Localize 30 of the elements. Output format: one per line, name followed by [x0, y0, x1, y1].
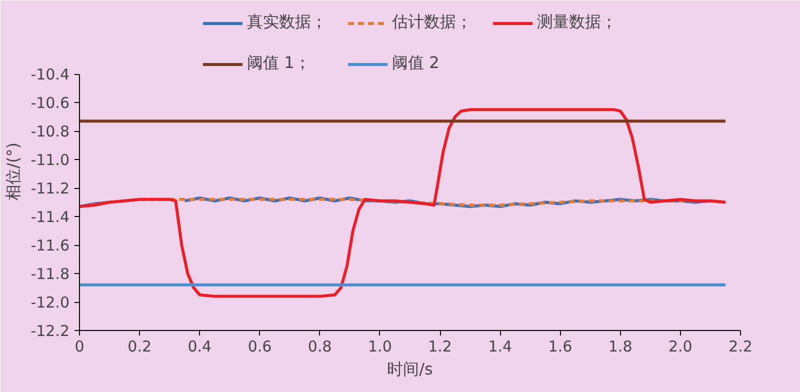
x-tick-label: 0.6: [248, 338, 272, 356]
y-tick-label: -12.2: [30, 322, 70, 340]
legend-label: 阈值 1；: [247, 53, 310, 74]
x-tick-label: 0.8: [308, 338, 332, 356]
y-tick-label: -12.0: [30, 294, 70, 312]
legend-label: 估计数据；: [392, 12, 472, 33]
x-tick-label: 1.8: [608, 338, 632, 356]
x-tick-label: 2.0: [668, 338, 692, 356]
x-tick-label: 1.2: [428, 338, 452, 356]
y-tick-label: -11.2: [30, 180, 70, 198]
x-axis-title: 时间/s: [387, 360, 433, 378]
x-tick-label: 1.6: [548, 338, 572, 356]
legend-label: 真实数据；: [247, 12, 327, 33]
y-axis-title: 相位/(°): [4, 142, 23, 200]
x-tick-label: 2.2: [728, 338, 752, 356]
y-tick-label: -10.8: [30, 122, 70, 141]
x-tick-label: 1.4: [488, 338, 512, 356]
x-tick-label: 0.2: [128, 338, 152, 356]
y-tick-label: -11.6: [30, 236, 70, 255]
y-tick-label: -11.4: [30, 208, 70, 226]
legend-label: 阈值 2: [392, 53, 440, 74]
y-tick-label: -11.8: [30, 265, 70, 284]
y-tick-label: -10.4: [30, 66, 70, 84]
legend-label: 测量数据；: [537, 12, 617, 33]
x-tick-label: 0.4: [188, 338, 212, 356]
line-series: [80, 108, 727, 298]
x-tick-label: 1.0: [368, 338, 392, 356]
x-tick-label: 0: [74, 338, 84, 356]
y-tick-label: -11.0: [30, 151, 70, 170]
y-tick-label: -10.6: [30, 94, 70, 112]
